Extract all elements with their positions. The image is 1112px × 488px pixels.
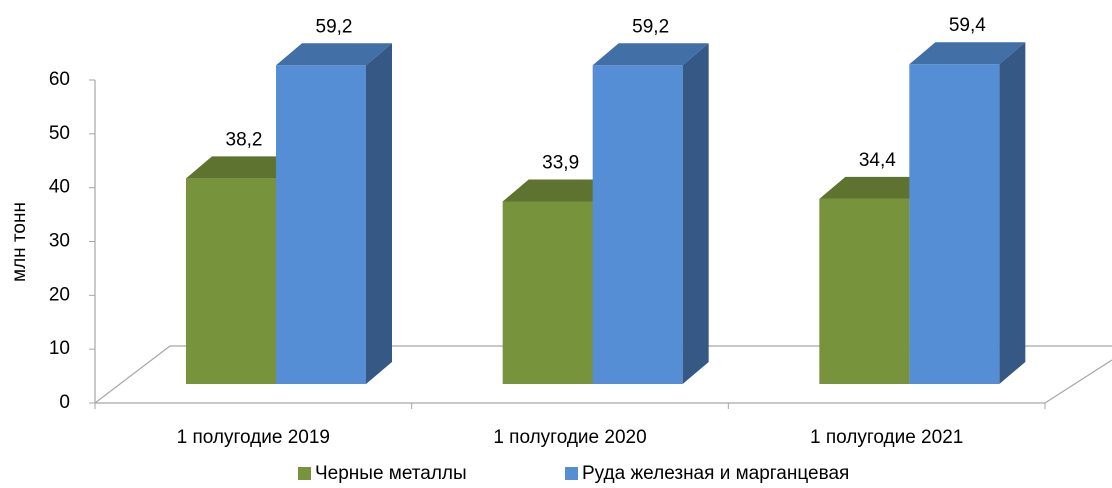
value-label: 38,2 [226,129,263,150]
bar-top [502,179,619,202]
bar [592,43,709,384]
value-label: 59,4 [949,15,986,36]
bar-top [276,43,392,66]
bar-front [276,65,366,384]
value-label: 34,4 [859,150,896,171]
x-tick-label: 1 полугодие 2021 [810,427,963,448]
y-tick-label: 0 [59,392,70,413]
bar-top [909,42,1026,65]
bar-front [909,64,1000,384]
legend-swatch [298,467,311,480]
bar-side [682,43,709,384]
y-tick-label: 50 [49,123,70,144]
bar-side [999,42,1026,384]
value-label: 59,2 [632,16,669,37]
bar [276,43,392,384]
bar-top [186,156,302,179]
bar-front [502,201,593,384]
y-axis-title: млн тонн [9,202,30,282]
x-tick-label: 1 полугодие 2020 [493,427,646,448]
y-tick-label: 10 [49,338,70,359]
floor [94,345,1112,404]
legend-label: Руда железная и марганцевая [582,463,849,484]
bar-top [819,176,936,199]
y-tick-label: 40 [49,177,70,198]
value-label: 59,2 [316,16,353,37]
value-label: 33,9 [542,153,579,174]
bar-side [366,43,392,384]
y-tick-label: 60 [49,69,70,90]
legend-swatch [565,467,578,480]
y-tick-label: 20 [49,284,70,305]
bar [909,42,1026,384]
bar-front [186,178,276,384]
legend-label: Черные металлы [315,463,467,484]
bar-front [592,65,683,384]
bar-top [592,43,709,66]
bar-front [819,198,910,384]
y-tick-label: 30 [49,231,70,252]
x-tick-label: 1 полугодие 2019 [177,427,330,448]
